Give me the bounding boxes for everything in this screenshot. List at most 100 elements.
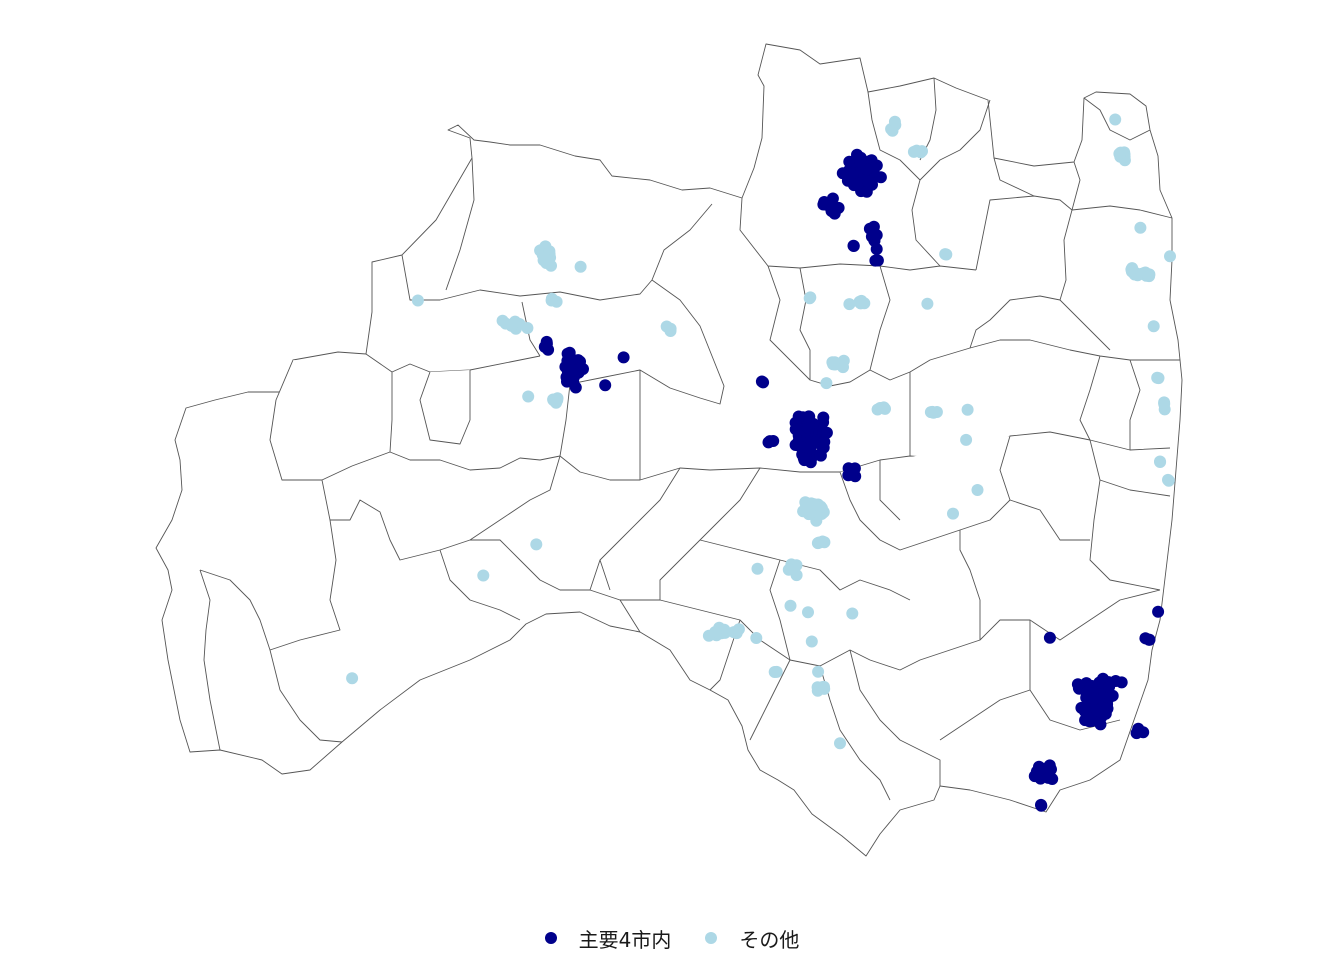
point-other (702, 629, 715, 642)
point-main4 (854, 155, 867, 168)
point-other (768, 666, 781, 678)
point-other (797, 505, 810, 518)
point-main4 (869, 254, 882, 267)
point-main4 (846, 464, 859, 477)
boundary-interior-6 (469, 435, 1011, 600)
point-main4 (1042, 771, 1055, 784)
point-main4 (755, 375, 768, 388)
point-main4 (763, 435, 776, 448)
point-other (914, 146, 927, 159)
point-main4 (1035, 799, 1048, 812)
point-main4 (802, 410, 815, 423)
point-main4 (874, 171, 887, 184)
point-main4 (862, 175, 875, 188)
point-other (888, 115, 901, 128)
legend-key-other (705, 932, 718, 944)
legend-label-main4: 主要4市内 (578, 927, 672, 952)
point-other (818, 682, 831, 695)
point-other (827, 358, 840, 371)
point-other (820, 377, 833, 390)
legend-key-main4 (544, 932, 557, 944)
point-main4 (540, 335, 553, 348)
point-other (877, 401, 890, 414)
point-other (940, 248, 953, 261)
point-other (784, 599, 797, 612)
point-other (664, 325, 677, 337)
points-main4 (538, 148, 1165, 812)
point-main4 (814, 448, 827, 461)
point-other (947, 507, 959, 520)
point-other (539, 252, 552, 265)
boundary-interior-7 (699, 539, 1121, 801)
point-other (960, 433, 973, 446)
point-main4 (818, 196, 831, 208)
point-main4 (1132, 723, 1145, 736)
legend: 主要4市内 その他 (0, 918, 1344, 958)
points-other (346, 113, 1176, 750)
point-other (843, 298, 856, 311)
point-other (971, 484, 984, 496)
point-main4 (870, 229, 883, 242)
point-main4 (797, 452, 810, 465)
fukushima-map (155, 43, 1183, 857)
point-other (1162, 473, 1174, 486)
boundary-interior-4 (911, 99, 1173, 351)
point-main4 (792, 410, 805, 423)
point-other (730, 627, 743, 640)
point-main4 (567, 376, 580, 389)
point-main4 (563, 346, 576, 359)
point-other (846, 607, 859, 620)
boundary-interior-11 (199, 549, 741, 751)
point-main4 (1088, 692, 1100, 705)
point-other (1158, 398, 1171, 410)
point-other (346, 672, 359, 685)
point-other (545, 294, 558, 307)
boundary-interior-8 (959, 355, 1171, 640)
point-other (496, 314, 509, 327)
point-main4 (807, 436, 819, 448)
point-other (1143, 270, 1156, 283)
point-other (802, 606, 814, 619)
point-other (1164, 250, 1176, 263)
point-other (522, 390, 535, 403)
point-other (1147, 320, 1160, 333)
point-other (804, 291, 817, 304)
point-other (961, 403, 974, 416)
point-other (574, 260, 587, 273)
legend-label-other: その他 (739, 927, 800, 952)
point-other (750, 632, 763, 644)
boundary-interior-5 (199, 479, 1161, 671)
point-main4 (1078, 703, 1090, 716)
point-main4 (802, 422, 815, 434)
point-main4 (1071, 678, 1084, 691)
point-main4 (818, 435, 831, 448)
point-other (751, 562, 764, 575)
point-other (530, 538, 543, 551)
point-other (834, 737, 846, 750)
point-main4 (852, 177, 865, 190)
legend-item-other: その他 (705, 924, 799, 953)
point-main4 (1091, 704, 1104, 717)
point-other (927, 406, 940, 419)
boundary-interior-10 (867, 77, 1151, 211)
point-other (550, 396, 563, 409)
point-main4 (847, 240, 860, 252)
point-main4 (836, 167, 849, 180)
legend-item-main4: 主要4市内 (544, 924, 672, 953)
point-other (505, 319, 518, 332)
point-main4 (566, 364, 579, 377)
point-main4 (617, 351, 630, 364)
point-main4 (870, 159, 883, 172)
point-other (853, 295, 866, 308)
point-main4 (1103, 680, 1116, 693)
point-other (477, 569, 490, 582)
point-other (805, 635, 818, 648)
point-other (818, 536, 831, 549)
point-main4 (599, 379, 612, 392)
point-other (1154, 455, 1166, 468)
point-other (1151, 371, 1164, 384)
boundary-interior-9 (389, 265, 911, 480)
point-other (812, 665, 825, 678)
point-other (411, 294, 424, 307)
boundary-interior-2 (401, 157, 725, 405)
